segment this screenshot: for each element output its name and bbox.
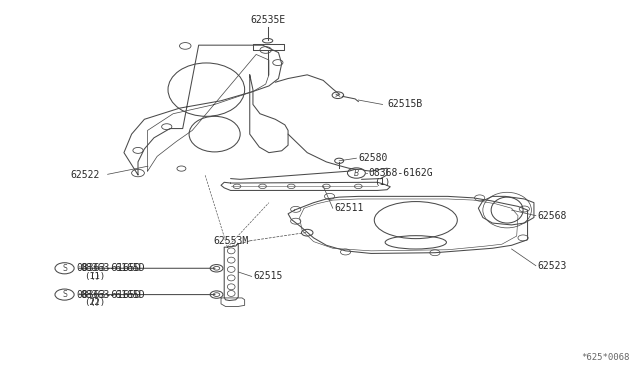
Text: B: B <box>354 169 359 177</box>
Text: (1): (1) <box>89 272 105 281</box>
Text: *625*0068: *625*0068 <box>581 353 630 362</box>
Text: 62511: 62511 <box>335 203 364 213</box>
Text: 08363-6165D: 08363-6165D <box>76 289 141 299</box>
Text: (1): (1) <box>374 178 390 187</box>
Text: S: S <box>62 290 67 299</box>
Text: 08363-6165D: 08363-6165D <box>81 289 145 299</box>
Text: 62553M: 62553M <box>213 236 248 246</box>
Text: 62515: 62515 <box>253 272 282 282</box>
Text: 62580: 62580 <box>358 153 388 163</box>
Text: 62515B: 62515B <box>387 99 422 109</box>
Text: S: S <box>62 264 67 273</box>
Text: (1): (1) <box>84 272 100 281</box>
Text: 62523: 62523 <box>537 261 566 271</box>
Text: 08363-6165D: 08363-6165D <box>76 263 141 273</box>
Text: 62535E: 62535E <box>250 15 285 25</box>
Text: (2): (2) <box>89 298 105 307</box>
Text: 08363-6165D: 08363-6165D <box>81 263 145 273</box>
Text: (2): (2) <box>84 298 100 307</box>
Text: 62522: 62522 <box>70 170 100 180</box>
Text: 08368-6162G: 08368-6162G <box>368 168 433 178</box>
Text: 62568: 62568 <box>537 211 566 221</box>
